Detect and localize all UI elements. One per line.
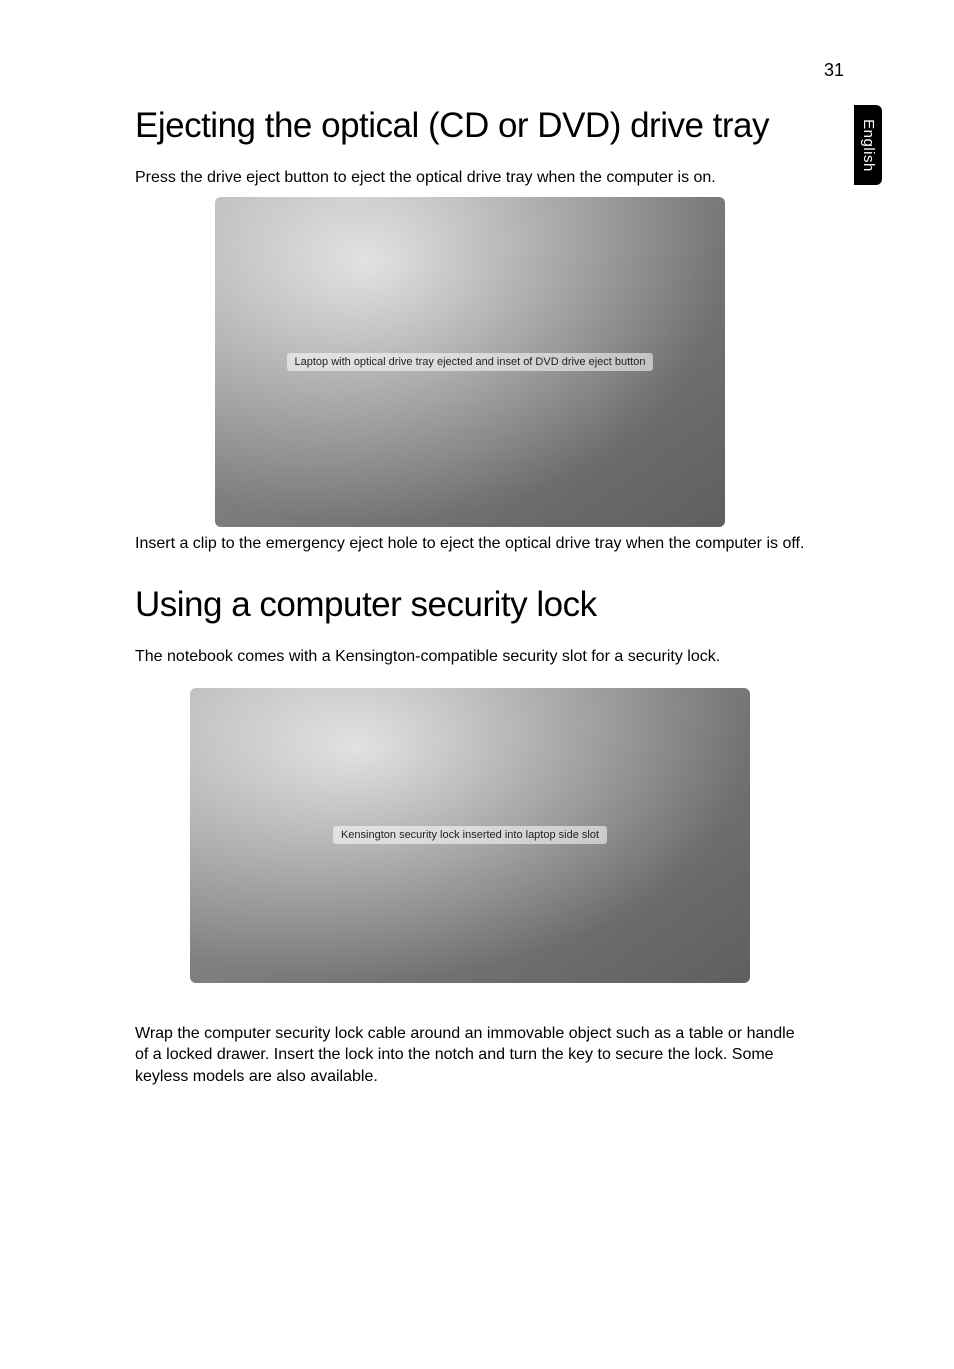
page-content: Ejecting the optical (CD or DVD) drive t…: [135, 105, 805, 1096]
paragraph-eject-off: Insert a clip to the emergency eject hol…: [135, 533, 805, 555]
language-tab-label: English: [860, 119, 877, 172]
figure-security-lock-alt: Kensington security lock inserted into l…: [333, 826, 607, 844]
paragraph-security-intro: The notebook comes with a Kensington-com…: [135, 646, 805, 668]
figure-optical-drive: Laptop with optical drive tray ejected a…: [135, 197, 805, 527]
section-heading-security-lock: Using a computer security lock: [135, 584, 805, 626]
language-tab: English: [854, 105, 882, 185]
figure-security-lock: Kensington security lock inserted into l…: [135, 688, 805, 983]
page-number: 31: [824, 60, 844, 81]
figure-optical-drive-image: Laptop with optical drive tray ejected a…: [215, 197, 725, 527]
paragraph-security-usage: Wrap the computer security lock cable ar…: [135, 1023, 805, 1088]
paragraph-eject-on: Press the drive eject button to eject th…: [135, 167, 805, 189]
figure-security-lock-image: Kensington security lock inserted into l…: [190, 688, 750, 983]
figure-optical-drive-alt: Laptop with optical drive tray ejected a…: [287, 353, 654, 371]
section-heading-eject-drive: Ejecting the optical (CD or DVD) drive t…: [135, 105, 805, 147]
